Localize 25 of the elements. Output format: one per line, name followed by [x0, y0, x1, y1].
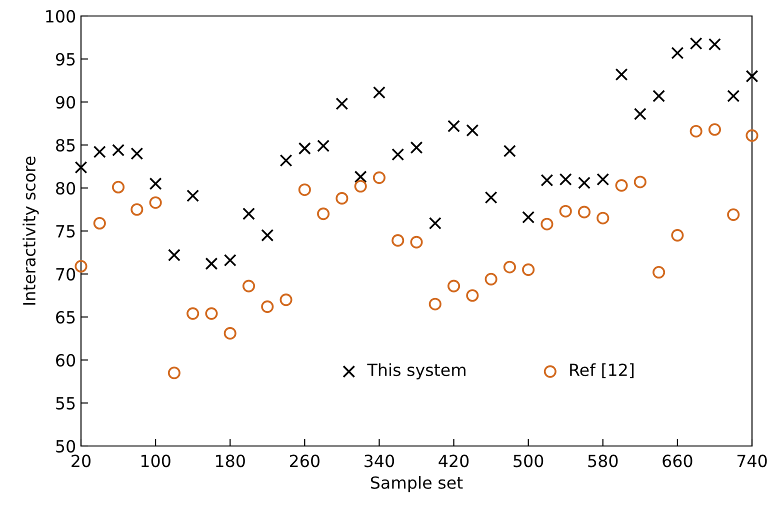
x-tick-label: 420 — [438, 454, 469, 468]
y-tick-label: 85 — [56, 138, 75, 152]
y-tick-label: 80 — [56, 182, 76, 195]
y-axis-title: Interactivity score — [22, 156, 39, 305]
y-tick-label: 75 — [56, 225, 75, 238]
x-tick-label: 260 — [290, 454, 320, 468]
x-tick-label: 20 — [72, 454, 90, 468]
x-tick-label: 740 — [737, 454, 767, 468]
y-tick-label: 95 — [56, 52, 75, 66]
x-tick-label: 100 — [141, 454, 170, 468]
x-tick-label: 580 — [588, 454, 618, 468]
y-tick-label: 65 — [56, 310, 75, 324]
legend-label: This system — [367, 363, 466, 380]
y-tick-label: 50 — [56, 440, 76, 453]
y-tick-label: 55 — [56, 397, 75, 410]
legend-label: Ref [12] — [570, 363, 634, 378]
y-tick-label: 70 — [56, 268, 76, 281]
x-tick-label: 340 — [364, 454, 394, 468]
x-tick-label: 660 — [662, 454, 692, 468]
y-tick-label: 90 — [56, 96, 76, 109]
x-tick-label: 500 — [514, 454, 544, 468]
x-tick-label: 180 — [216, 454, 245, 468]
y-tick-label: 100 — [46, 10, 76, 23]
x-axis-title: Sample set — [370, 476, 463, 492]
y-tick-label: 60 — [56, 354, 76, 367]
